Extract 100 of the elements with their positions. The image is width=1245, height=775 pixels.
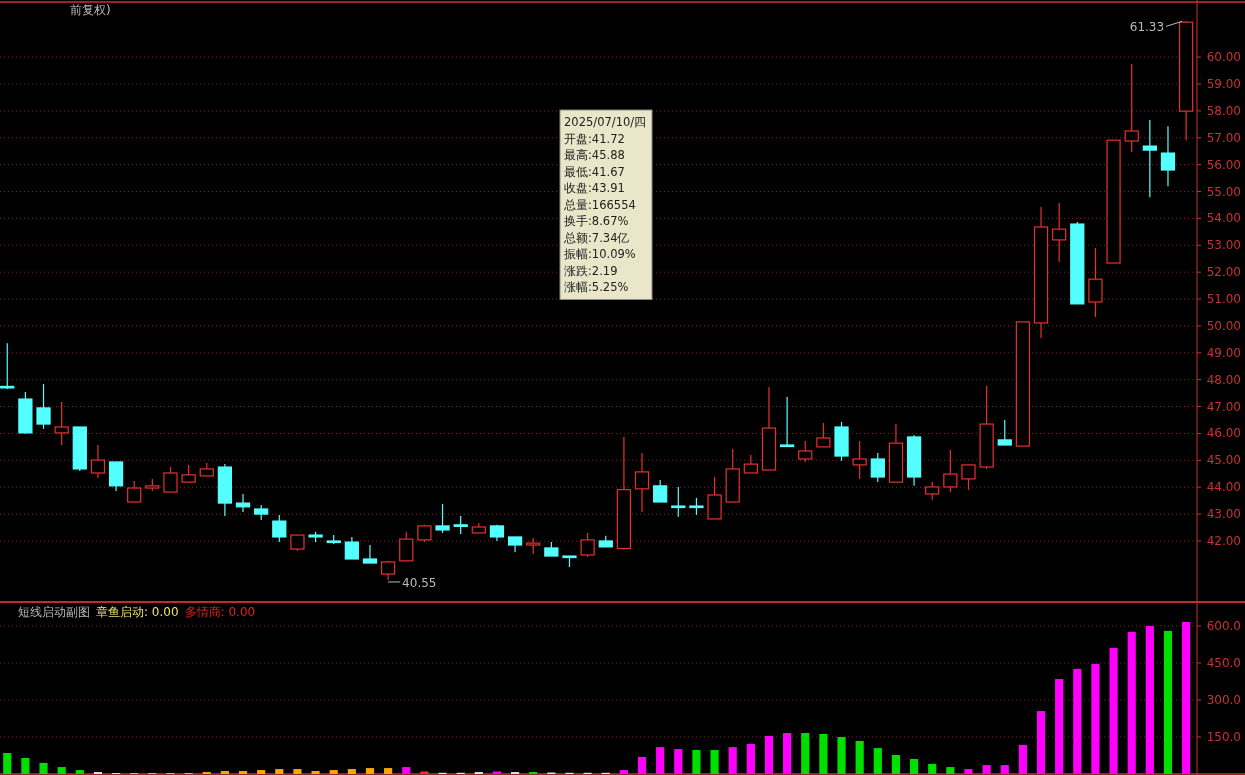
candlestick [362, 544, 378, 564]
bar [75, 770, 84, 774]
bar [891, 755, 901, 774]
candlestick [272, 514, 287, 543]
y-tick-label: 54.00 [1206, 211, 1241, 226]
candlestick [671, 486, 686, 518]
annotation: 40.55 [402, 575, 437, 590]
candlestick [997, 419, 1012, 446]
candlestick [399, 531, 414, 562]
candlestick [743, 454, 758, 474]
bar [1091, 663, 1100, 774]
bar [783, 733, 792, 774]
y-tick-label: 51.00 [1206, 292, 1241, 307]
bar [1109, 647, 1118, 774]
candlestick [435, 503, 450, 534]
y-tick-label: 60.00 [1206, 50, 1241, 65]
candlestick [852, 440, 867, 480]
bar [819, 734, 828, 774]
bar [982, 765, 991, 774]
bar [1000, 765, 1009, 774]
y-tick-label: 52.00 [1206, 265, 1241, 280]
y-tick-label: 600.0 [1206, 618, 1241, 633]
candlestick [0, 342, 15, 390]
annotation: 总额:7.34亿 [563, 230, 630, 245]
candlestick [779, 396, 795, 448]
annotation: 涨幅:5.25% [564, 280, 629, 294]
bar [347, 769, 356, 774]
bar [1127, 631, 1136, 774]
y-tick-label: 53.00 [1206, 238, 1241, 253]
bar [764, 736, 774, 774]
bar [1163, 630, 1173, 774]
candlestick [127, 480, 142, 503]
candlestick [1052, 202, 1067, 263]
annotation: 振幅:10.09% [564, 247, 636, 261]
bar [801, 733, 810, 774]
candlestick [108, 461, 124, 492]
y-tick-label: 150.0 [1206, 729, 1241, 744]
bar [964, 769, 973, 774]
y-tick-label: 47.00 [1206, 399, 1241, 414]
y-tick-label: 42.00 [1206, 533, 1241, 548]
annotation: 61.33 [1129, 20, 1165, 35]
candlestick [870, 452, 885, 483]
annotation: 换手:8.67% [564, 214, 629, 228]
candlestick [580, 532, 595, 558]
bar [293, 769, 302, 774]
annotation: 章鱼启动: 0.00 [96, 605, 179, 619]
bar [1145, 625, 1154, 774]
candlestick [943, 449, 958, 493]
bar [928, 763, 937, 774]
y-tick-label: 57.00 [1206, 130, 1241, 145]
bar [1036, 711, 1046, 774]
chart-title: 前复权) [70, 3, 111, 17]
annotation: 涨跌:2.19 [564, 263, 618, 278]
candlestick [1142, 119, 1157, 198]
candlestick [36, 383, 51, 430]
bar [946, 767, 955, 774]
y-tick-label: 300.0 [1206, 692, 1241, 707]
bar [692, 750, 701, 774]
bar [311, 771, 320, 774]
bar [220, 771, 229, 774]
annotation: 多情商: 0.00 [184, 605, 256, 619]
bar [238, 771, 248, 774]
y-tick-label: 50.00 [1206, 318, 1241, 333]
candlestick [925, 481, 940, 501]
y-tick-label: 46.00 [1206, 426, 1241, 441]
bar [710, 750, 719, 774]
bar [873, 748, 882, 774]
y-tick-label: 43.00 [1206, 507, 1241, 522]
bar [1055, 678, 1064, 774]
candlestick [163, 466, 178, 493]
candlestick [453, 515, 468, 535]
candlestick [798, 440, 813, 463]
bar [3, 753, 12, 774]
bar [674, 749, 683, 774]
bar [656, 747, 665, 774]
bar [39, 762, 48, 774]
bar [637, 756, 647, 774]
annotation: 总量:166554 [563, 197, 636, 212]
chart-title: 短线启动副图 [18, 605, 90, 619]
bar [21, 757, 30, 774]
annotation: 最高:45.88 [564, 148, 625, 162]
bar [855, 740, 864, 774]
bar [837, 736, 846, 774]
y-tick-label: 55.00 [1206, 184, 1241, 199]
annotation: 2025/07/10/四 [564, 115, 647, 129]
annotation: 收盘:43.91 [564, 181, 625, 195]
candlestick [961, 464, 976, 491]
candlestick [1160, 125, 1176, 187]
y-tick-label: 59.00 [1206, 76, 1241, 91]
bar [619, 770, 628, 774]
bar [57, 767, 66, 774]
bar [257, 770, 266, 774]
y-tick-label: 44.00 [1206, 480, 1241, 495]
bar [402, 767, 411, 774]
y-tick-label: 56.00 [1206, 157, 1241, 172]
bar [1018, 744, 1027, 774]
candlestick [344, 536, 359, 560]
bar [746, 743, 755, 774]
bar [1182, 621, 1191, 774]
annotation: 开盘:41.72 [564, 131, 625, 146]
